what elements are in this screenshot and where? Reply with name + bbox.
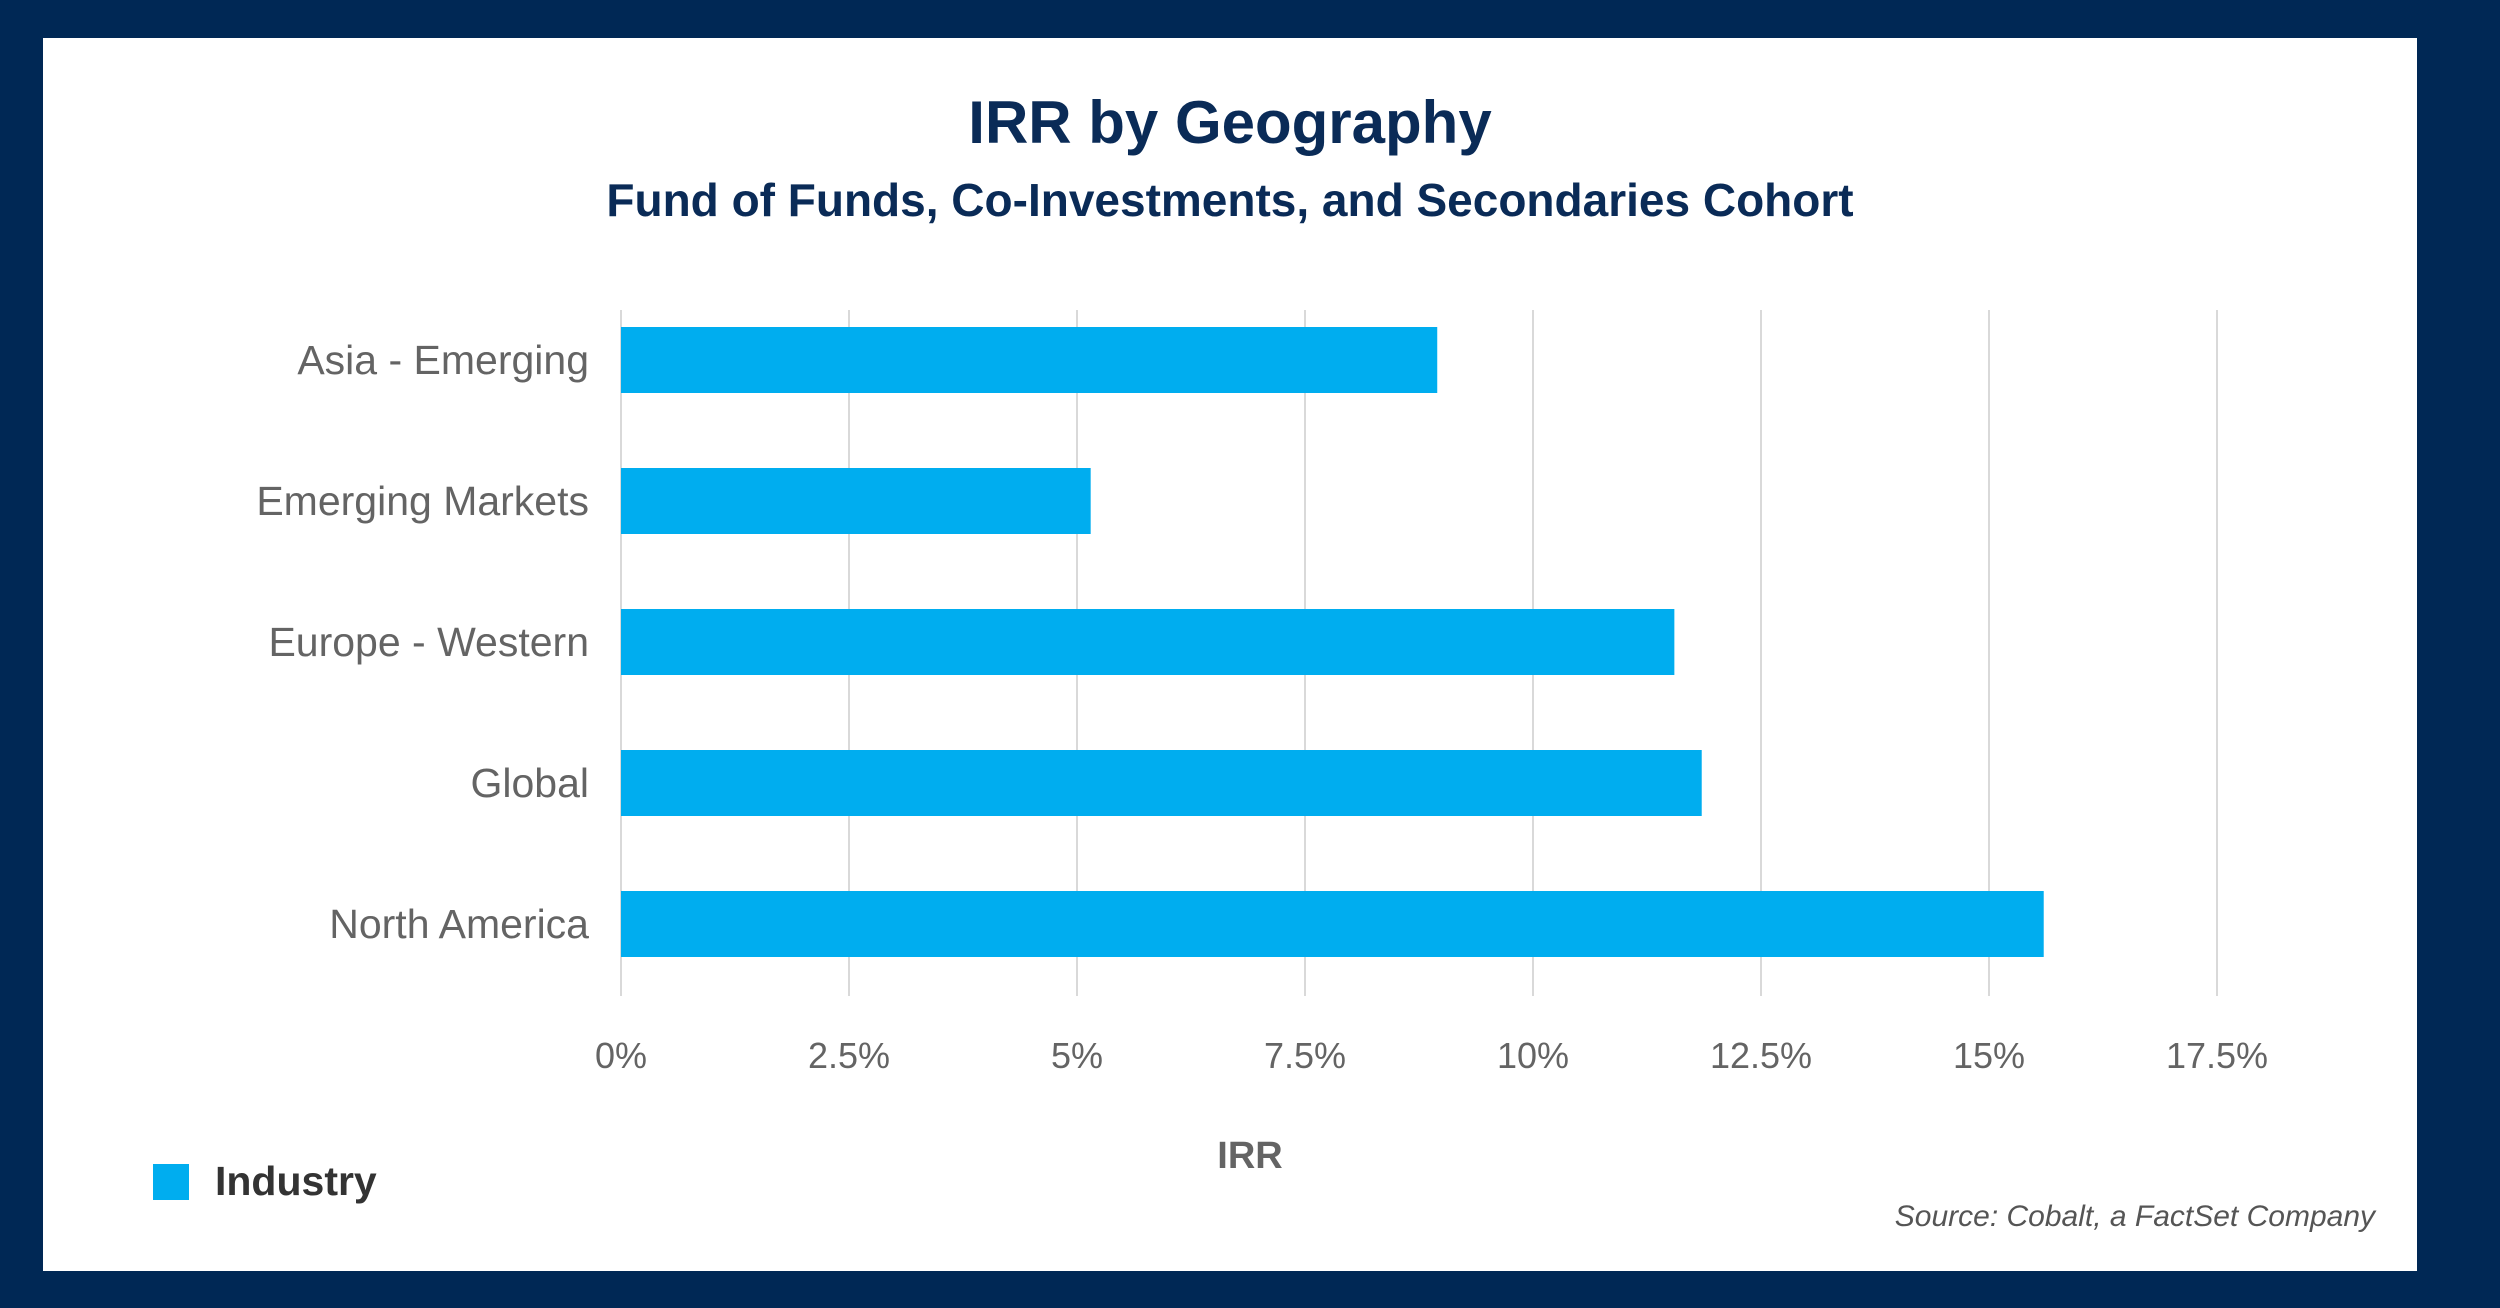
x-tick-label: 10% [1497,1035,1569,1076]
chart-subtitle: Fund of Funds, Co-Investments, and Secon… [606,174,1854,226]
category-label: Emerging Markets [256,478,589,524]
chart-title: IRR by Geography [968,89,1492,156]
bar-chart: Asia - Emerging Emerging Markets Europe - … [256,310,2268,1177]
x-tick-labels: 0% 2.5% 5% 7.5% 10% 12.5% 15% 17.5% [595,1035,2268,1076]
chart-card: IRR by Geography Fund of Funds, Co-Inves… [43,38,2417,1271]
bar [621,609,1675,675]
bar [621,891,2044,957]
x-tick-label: 15% [1953,1035,2025,1076]
x-tick-label: 17.5% [2166,1035,2268,1076]
x-tick-label: 2.5% [808,1035,890,1076]
category-label: Global [470,760,589,806]
category-label: Asia - Emerging [297,337,589,383]
source-note: Source: Cobalt, a FactSet Company [1894,1200,2375,1233]
x-tick-label: 0% [595,1035,647,1076]
x-axis-title: IRR [1217,1135,1282,1177]
bar [621,750,1702,816]
x-tick-label: 12.5% [1710,1035,1812,1076]
category-label: North America [329,901,589,947]
x-tick-label: 7.5% [1264,1035,1346,1076]
legend: Industry [153,1158,377,1205]
bar [621,327,1438,393]
legend-swatch-industry [153,1163,189,1200]
category-label: Europe - Western [268,619,589,665]
legend-label-industry: Industry [215,1158,377,1204]
bars [621,327,2044,957]
bar [621,468,1091,534]
category-labels: Asia - Emerging Emerging Markets Europe - … [256,337,589,947]
x-tick-label: 5% [1051,1035,1103,1076]
